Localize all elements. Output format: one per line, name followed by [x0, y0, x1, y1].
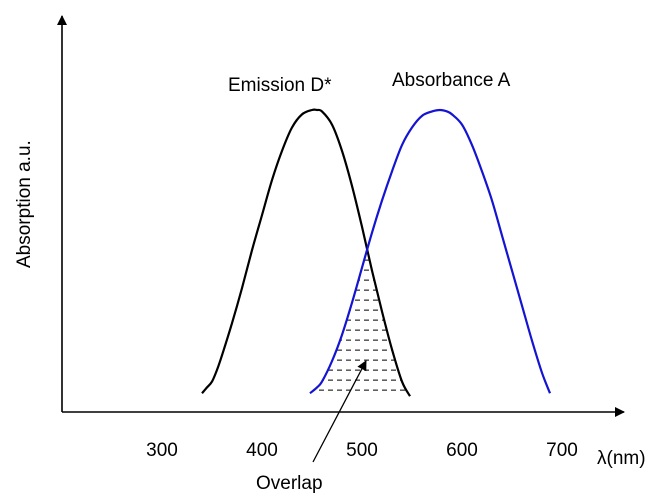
series-line-absorbance [309, 108, 552, 395]
series-lines [201, 108, 552, 397]
x-tick-label: 300 [146, 440, 178, 461]
overlap-hatch [310, 259, 410, 391]
x-tick-label: 400 [246, 440, 278, 461]
series-line-emission [201, 108, 411, 397]
overlap-arrow [312, 360, 367, 463]
overlap-label: Overlap [256, 473, 323, 493]
x-axis-label: λ(nm) [597, 448, 646, 469]
series-label-absorbance: Absorbance A [392, 70, 511, 91]
x-tick-label: 600 [446, 440, 478, 461]
x-tick-label: 700 [546, 440, 578, 461]
y-axis-label: Absorption a.u. [14, 140, 35, 268]
x-tick-label: 500 [346, 440, 378, 461]
series-label-emission: Emission D* [228, 75, 332, 96]
x-tick-labels: 300 400 500 600 700 [146, 440, 578, 461]
